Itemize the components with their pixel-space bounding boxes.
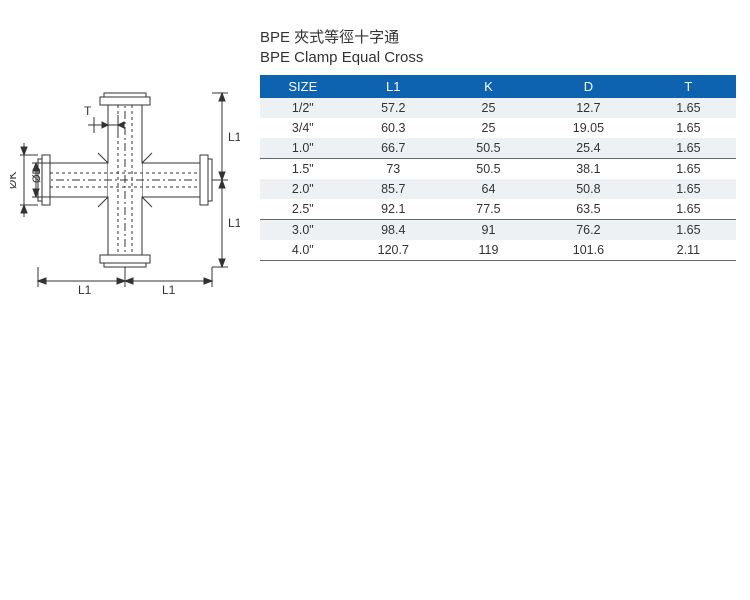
dim-l1-right-bottom: L1 <box>228 216 240 230</box>
table-row: 2.0" 85.7 64 50.8 1.65 <box>260 179 736 199</box>
table-row: 2.5" 92.1 77.5 63.5 1.65 <box>260 199 736 220</box>
title-zh: BPE 夾式等徑十字通 <box>260 28 423 48</box>
spec-table: SIZE L1 K D T 1/2" 57.2 25 12.7 1.65 3/4… <box>260 75 736 261</box>
dim-d: ØD <box>31 166 43 183</box>
table-row: 4.0" 120.7 119 101.6 2.11 <box>260 240 736 261</box>
table-row: 3.0" 98.4 91 76.2 1.65 <box>260 220 736 241</box>
dim-l1-right-top: L1 <box>228 130 240 144</box>
title-block: BPE 夾式等徑十字通 BPE Clamp Equal Cross <box>260 28 423 69</box>
col-l1: L1 <box>346 75 441 98</box>
table-header-row: SIZE L1 K D T <box>260 75 736 98</box>
title-en: BPE Clamp Equal Cross <box>260 48 423 68</box>
table-body: 1/2" 57.2 25 12.7 1.65 3/4" 60.3 25 19.0… <box>260 98 736 261</box>
table-row: 1/2" 57.2 25 12.7 1.65 <box>260 98 736 118</box>
dim-l1-bottom-right: L1 <box>162 283 176 295</box>
table-row: 3/4" 60.3 25 19.05 1.65 <box>260 118 736 138</box>
col-d: D <box>536 75 641 98</box>
col-t: T <box>641 75 736 98</box>
col-k: K <box>441 75 536 98</box>
cross-diagram: L1 L1 L1 L1 ØK ØD T <box>10 65 240 295</box>
page-canvas: BPE 夾式等徑十字通 BPE Clamp Equal Cross <box>0 0 750 600</box>
table-row: 1.5" 73 50.5 38.1 1.65 <box>260 159 736 180</box>
dim-t: T <box>84 104 92 118</box>
spec-table-wrap: SIZE L1 K D T 1/2" 57.2 25 12.7 1.65 3/4… <box>260 75 736 261</box>
dim-l1-bottom-left: L1 <box>78 283 92 295</box>
col-size: SIZE <box>260 75 346 98</box>
dim-k: ØK <box>10 172 19 189</box>
table-row: 1.0" 66.7 50.5 25.4 1.65 <box>260 138 736 159</box>
